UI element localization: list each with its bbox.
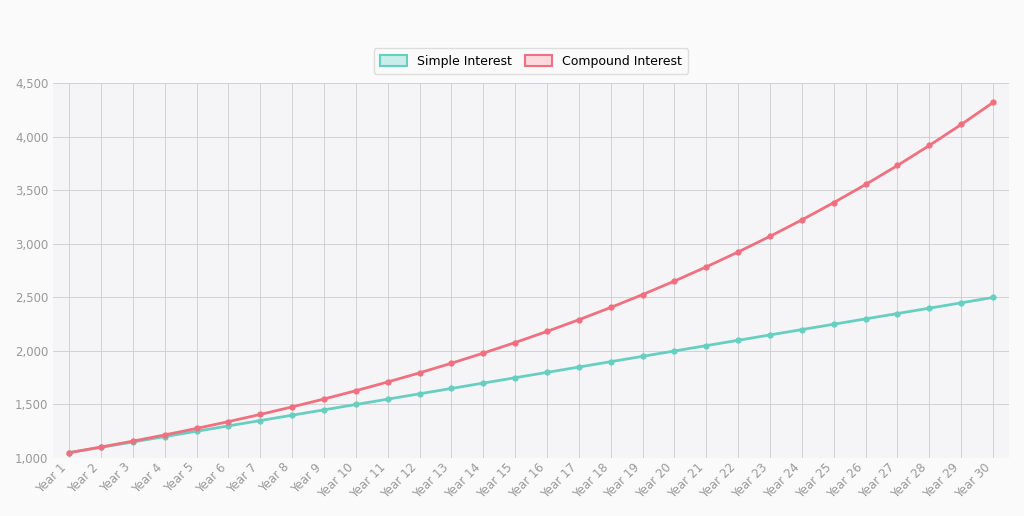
Compound Interest [414, 370, 426, 376]
Compound Interest [700, 264, 713, 270]
Simple Interest [987, 294, 999, 300]
Compound Interest [637, 292, 649, 298]
Compound Interest [222, 418, 234, 425]
Simple Interest [796, 327, 808, 333]
Simple Interest [190, 428, 203, 434]
Compound Interest [955, 121, 968, 127]
Compound Interest [63, 449, 76, 456]
Compound Interest [286, 404, 298, 410]
Simple Interest [159, 433, 171, 440]
Simple Interest [955, 300, 968, 306]
Legend: Simple Interest, Compound Interest: Simple Interest, Compound Interest [374, 49, 688, 74]
Compound Interest [924, 142, 936, 149]
Simple Interest [669, 348, 681, 354]
Simple Interest [572, 364, 585, 370]
Simple Interest [63, 449, 76, 456]
Simple Interest [827, 321, 840, 327]
Simple Interest [891, 311, 903, 317]
Simple Interest [350, 401, 362, 408]
Compound Interest [95, 444, 108, 450]
Compound Interest [859, 182, 871, 188]
Simple Interest [222, 423, 234, 429]
Compound Interest [827, 200, 840, 206]
Simple Interest [924, 305, 936, 311]
Compound Interest [541, 328, 553, 334]
Compound Interest [190, 425, 203, 431]
Simple Interest [732, 337, 744, 343]
Simple Interest [541, 369, 553, 376]
Simple Interest [637, 353, 649, 360]
Compound Interest [509, 340, 521, 346]
Simple Interest [604, 359, 616, 365]
Compound Interest [572, 317, 585, 323]
Compound Interest [669, 278, 681, 284]
Compound Interest [477, 350, 489, 356]
Simple Interest [764, 332, 776, 338]
Compound Interest [445, 360, 458, 366]
Compound Interest [764, 233, 776, 239]
Simple Interest [445, 385, 458, 392]
Simple Interest [382, 396, 394, 402]
Compound Interest [159, 432, 171, 438]
Simple Interest [700, 343, 713, 349]
Compound Interest [987, 100, 999, 106]
Simple Interest [317, 407, 330, 413]
Compound Interest [382, 379, 394, 385]
Simple Interest [127, 439, 139, 445]
Compound Interest [350, 388, 362, 394]
Simple Interest [286, 412, 298, 418]
Compound Interest [732, 249, 744, 255]
Simple Interest [254, 417, 266, 424]
Compound Interest [796, 217, 808, 223]
Line: Compound Interest: Compound Interest [67, 100, 995, 455]
Compound Interest [254, 411, 266, 417]
Compound Interest [127, 438, 139, 444]
Simple Interest [95, 444, 108, 450]
Simple Interest [414, 391, 426, 397]
Compound Interest [604, 304, 616, 311]
Simple Interest [477, 380, 489, 386]
Line: Simple Interest: Simple Interest [67, 295, 995, 455]
Compound Interest [891, 163, 903, 169]
Simple Interest [859, 316, 871, 322]
Compound Interest [317, 396, 330, 402]
Simple Interest [509, 375, 521, 381]
